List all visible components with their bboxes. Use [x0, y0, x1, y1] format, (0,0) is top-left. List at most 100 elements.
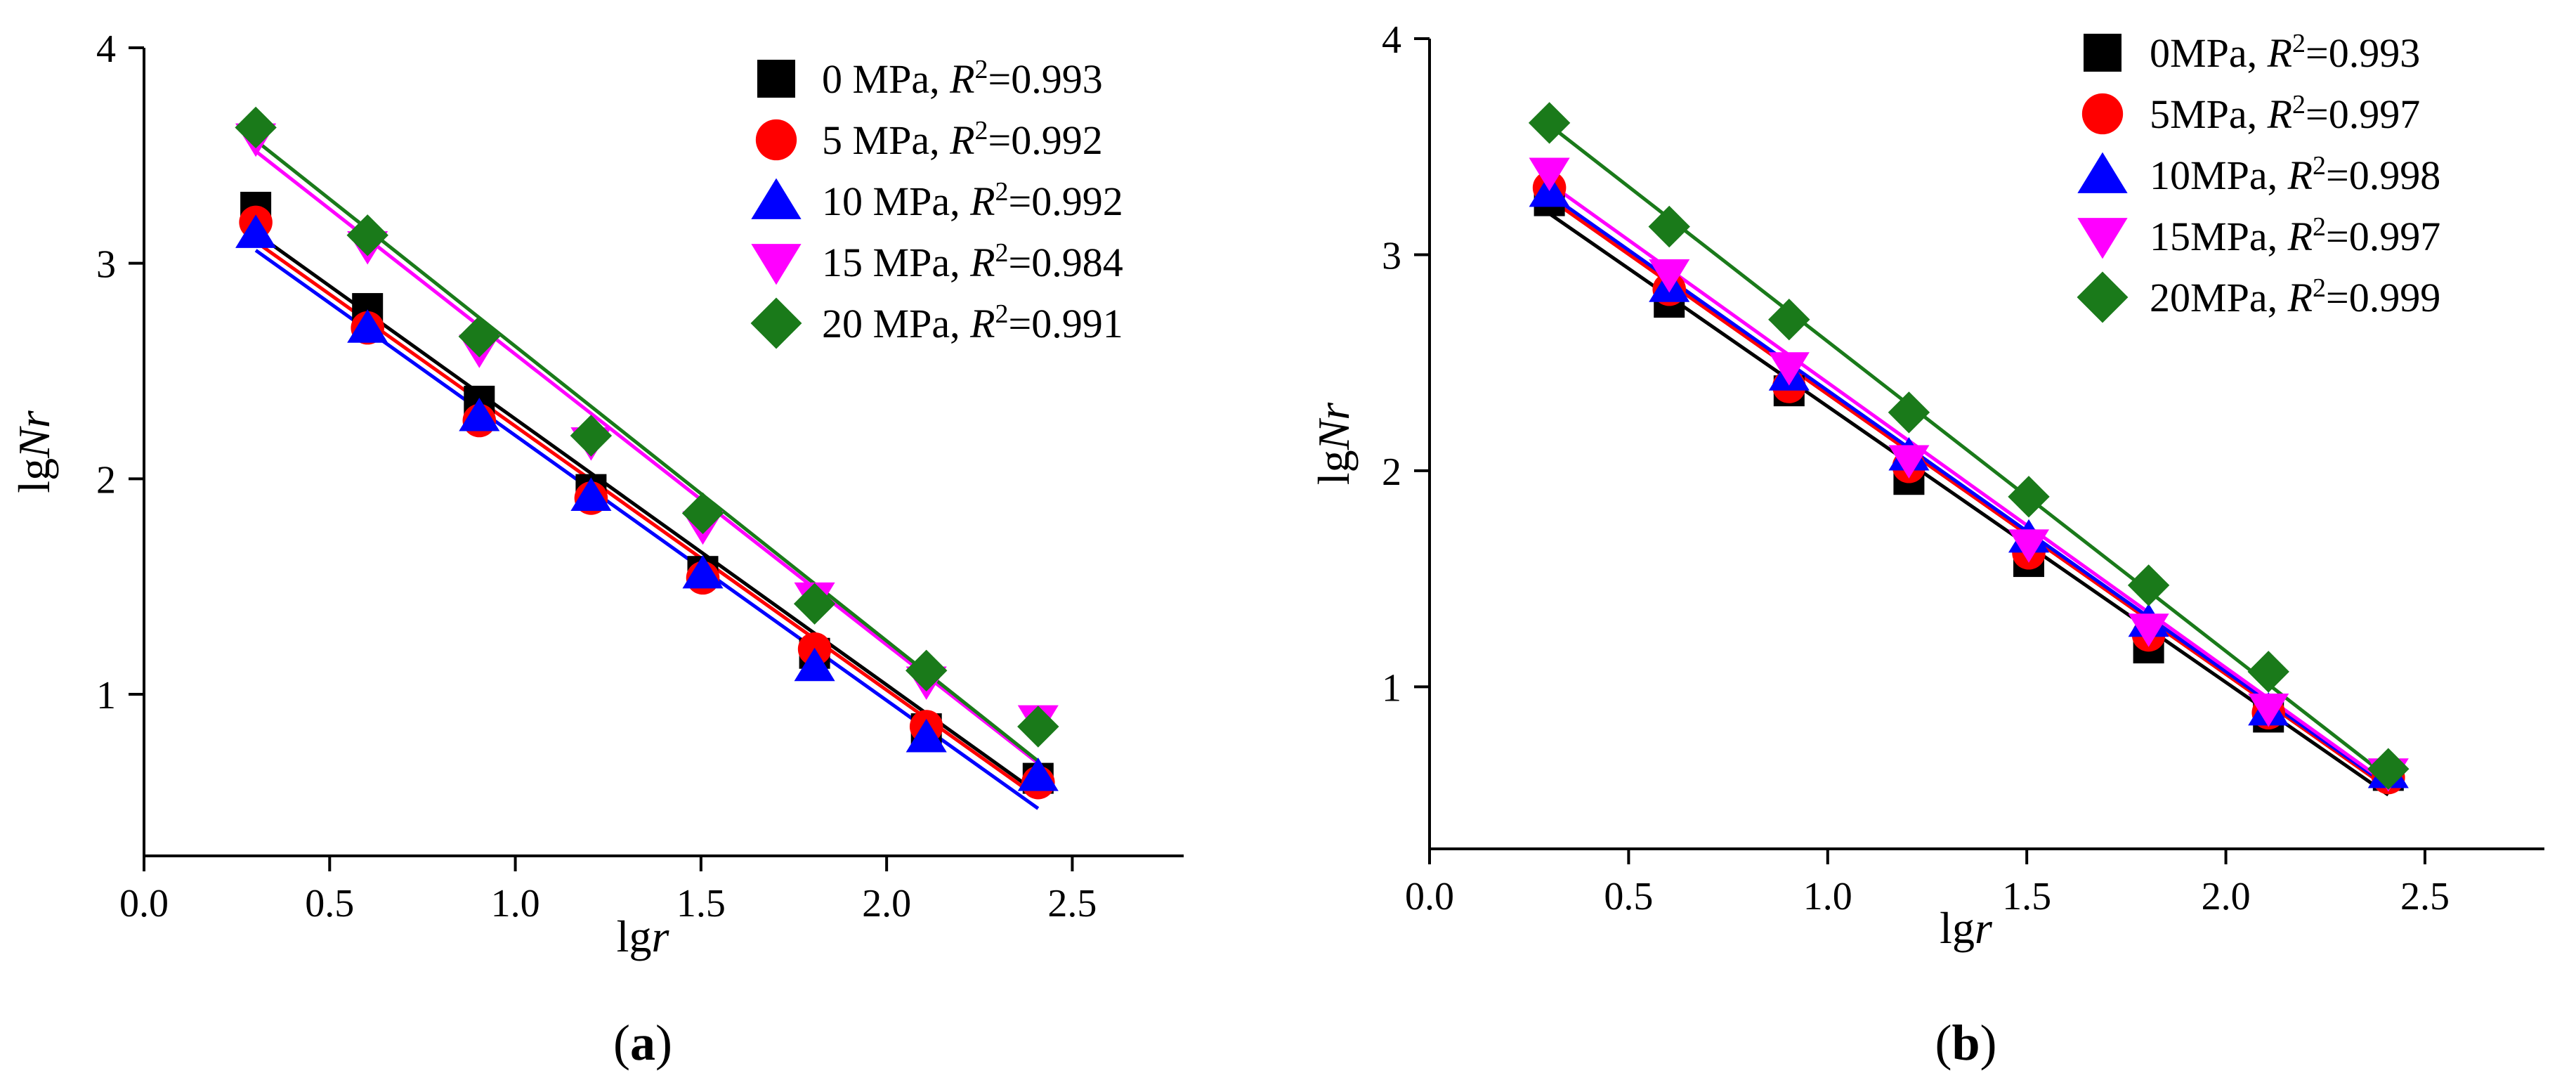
y-tick-label: 2 [1382, 450, 1401, 494]
data-point-10mpa [570, 477, 612, 511]
legend-r2-value: =0.999 [2326, 275, 2440, 320]
legend-marker-0mpa [2084, 34, 2121, 72]
x-tick-label: 1.5 [2002, 875, 2051, 918]
legend-r2-value: =0.992 [1009, 178, 1123, 224]
legend-series-name: 10 MPa, [822, 178, 970, 224]
data-point-15mpa [1888, 445, 1930, 479]
legend-marker-0mpa [757, 60, 795, 98]
y-axis-title-variable: Nr [1309, 402, 1359, 451]
x-tick-label: 0.5 [1604, 875, 1653, 918]
data-point-15mpa [1529, 157, 1570, 192]
data-point-20mpa [458, 316, 500, 358]
legend-label: 0MPa, R2=0.993 [2150, 29, 2420, 76]
fit-line-10mpa [1548, 193, 2390, 788]
x-axis-title: lgr [617, 911, 670, 961]
fit-line-10mpa [254, 249, 1040, 810]
legend-marker-20mpa [750, 297, 802, 349]
legend-r2-value: =0.998 [2326, 152, 2440, 198]
data-point-20mpa [346, 214, 388, 256]
data-point-20mpa [1017, 706, 1059, 748]
panel-label-letter: b [1951, 1015, 1980, 1071]
legend-r2-value: =0.991 [1009, 301, 1123, 346]
legend-r2-value: =0.992 [988, 117, 1103, 163]
y-axis-title: lgNr [9, 410, 59, 493]
data-point-20mpa [1528, 102, 1571, 144]
data-point-15mpa [2248, 694, 2289, 727]
legend-marker-15mpa [751, 244, 802, 285]
legend-series-name: 15MPa, [2150, 214, 2288, 259]
legend-r2-value: =0.997 [2326, 214, 2440, 259]
data-point-10mpa [347, 309, 388, 343]
x-tick-label: 0.5 [305, 882, 354, 925]
x-axis-title-variable: r [1975, 903, 1993, 953]
data-point-20mpa [1768, 299, 1810, 341]
legend-label: 5 MPa, R2=0.992 [822, 116, 1103, 163]
x-axis-title-prefix: lg [617, 911, 652, 961]
legend-series-name: 5 MPa, [822, 117, 950, 163]
y-tick-label: 4 [96, 27, 116, 71]
legend-series-name: 20MPa, [2150, 275, 2288, 320]
legend-label: 15 MPa, R2=0.984 [822, 238, 1123, 285]
data-point-10mpa [682, 554, 724, 589]
panel-label-letter: a [630, 1015, 655, 1071]
x-tick-label: 0.0 [1405, 875, 1454, 918]
legend-label: 20MPa, R2=0.999 [2150, 273, 2440, 320]
y-axis-title: lgNr [1309, 402, 1359, 485]
x-tick-label: 2.0 [862, 882, 911, 925]
fit-line-5mpa [1548, 197, 2390, 790]
legend-r2-value: =0.993 [988, 56, 1103, 102]
data-point-20mpa [2247, 651, 2289, 693]
x-tick-label: 1.5 [676, 882, 726, 925]
data-point-20mpa [793, 583, 836, 625]
legend-marker-15mpa [2077, 218, 2128, 259]
y-axis-title-prefix: lg [1309, 450, 1359, 485]
x-tick-label: 2.5 [2400, 875, 2450, 918]
legend-r2-value: =0.984 [1009, 240, 1123, 285]
y-tick-label: 1 [1382, 666, 1401, 710]
x-tick-label: 1.0 [491, 882, 540, 925]
legend-label: 20 MPa, R2=0.991 [822, 299, 1123, 346]
data-point-10mpa [235, 214, 277, 248]
data-point-20mpa [2367, 748, 2410, 790]
legend-series-name: 0 MPa, [822, 56, 950, 102]
legend-label: 15MPa, R2=0.997 [2150, 212, 2440, 259]
x-tick-label: 2.5 [1047, 882, 1097, 925]
data-point-20mpa [905, 649, 948, 691]
data-point-15mpa [1649, 259, 1690, 293]
x-tick-label: 0.0 [119, 882, 169, 925]
fit-line-15mpa [254, 150, 1040, 765]
legend-series-name: 0MPa, [2150, 30, 2268, 76]
legend-label: 10 MPa, R2=0.992 [822, 177, 1123, 224]
y-tick-label: 4 [1382, 18, 1401, 62]
legend-marker-5mpa [755, 119, 797, 161]
fit-line-0mpa [1548, 212, 2390, 797]
fit-line-5mpa [254, 240, 1040, 800]
data-point-10mpa [794, 647, 835, 682]
legend-marker-10mpa [751, 178, 802, 219]
data-point-10mpa [905, 718, 947, 753]
data-point-20mpa [235, 106, 277, 149]
legend-series-name: 5MPa, [2150, 91, 2268, 137]
data-point-15mpa [2008, 529, 2050, 563]
data-point-20mpa [1888, 391, 1930, 434]
data-point-10mpa [1017, 758, 1059, 791]
legend-r2-value: =0.997 [2306, 91, 2420, 137]
legend-series-name: 10MPa, [2150, 152, 2288, 198]
fit-line-15mpa [1548, 181, 2390, 786]
x-tick-label: 1.0 [1803, 875, 1852, 918]
x-axis-title-prefix: lg [1940, 903, 1975, 953]
y-tick-label: 1 [96, 674, 116, 717]
fit-line-20mpa [1548, 124, 2390, 779]
data-point-20mpa [2008, 476, 2050, 518]
y-axis-title-prefix: lg [9, 458, 59, 493]
fit-line-20mpa [254, 138, 1040, 763]
legend-r2-value: =0.993 [2306, 30, 2420, 76]
x-axis-title-variable: r [651, 911, 669, 961]
legend-marker-10mpa [2077, 152, 2128, 193]
data-point-15mpa [2128, 613, 2169, 647]
x-axis-title: lgr [1940, 903, 1993, 953]
data-point-15mpa [1768, 352, 1810, 386]
panel-label: (a) [613, 1015, 672, 1071]
